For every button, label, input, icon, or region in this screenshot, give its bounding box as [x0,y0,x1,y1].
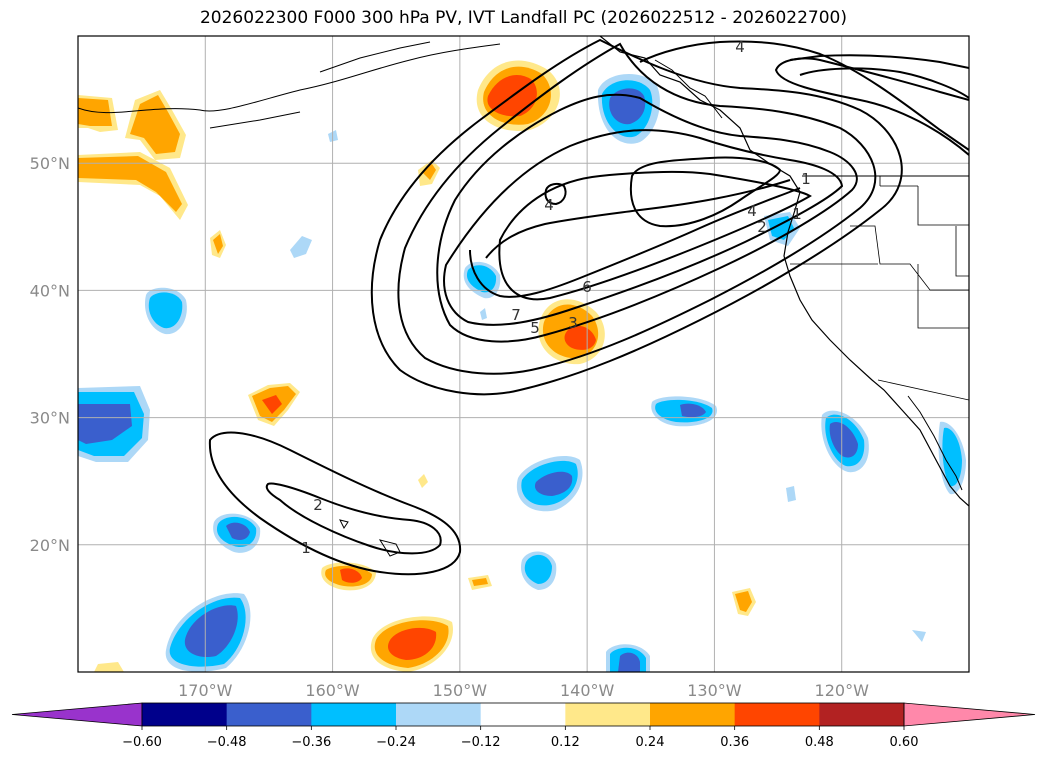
colorbar-segment [311,703,397,726]
lon-tick-label: 150°W [433,681,488,700]
contour-line-7 [485,179,791,259]
lat-tick-label: 20°N [30,536,70,555]
lat-tick-label: 50°N [30,154,70,173]
contour-line-5 [498,170,812,301]
contour-label: 6 [582,278,592,296]
lon-tick-label: 130°W [687,681,742,700]
colorbar-tick-label: −0.36 [291,735,331,750]
colorbar-tick-label: −0.24 [376,735,416,750]
contour-line-outer-north [774,57,969,156]
contour-label: 4 [747,202,757,220]
contour-labels: 4 4 4 1 2 6 75 3 2 1 1 [301,38,811,557]
lon-tick-label: 140°W [560,681,615,700]
map-title: 2026022300 F000 300 hPa PV, IVT Landfall… [199,8,847,28]
colorbar-tick-label: −0.48 [207,735,247,750]
contour-line-4-north [639,40,969,151]
lon-tick-label: 160°W [305,681,360,700]
colorbar-segment [142,703,228,726]
pv-blobs-subtropics [78,130,966,672]
contour-line-6 [469,187,801,298]
contour-line-2-south [265,482,442,555]
contour-label: 2 [757,218,767,236]
contour-label: 1 [301,539,311,557]
colorbar-tick-label: −0.12 [461,735,501,750]
contour-line-closed-center [629,156,782,228]
pv-positive-blob-dateline [78,90,188,220]
colorbar-tick-label: 0.60 [890,735,919,750]
contour-label: 5 [530,319,540,337]
contour-line-1-south [208,431,462,576]
contour-line-3 [436,93,858,343]
colorbar-tick-label: 0.48 [805,735,834,750]
map-frame [77,35,970,673]
contour-label: 4 [735,38,745,56]
contour-label: 2 [313,496,323,514]
contour-label: 4 [544,196,554,214]
colorbar-tick-label: 0.12 [551,735,580,750]
colorbar-extend-low [11,702,143,727]
contour-line-1-outer [370,38,903,396]
lat-tick-label: 40°N [30,281,70,300]
coastlines [78,36,969,557]
contour-label: 3 [568,314,578,332]
colorbar-tick-label: 0.24 [636,735,665,750]
contour-line-2 [397,42,877,375]
colorbar-segment [396,703,482,726]
contour-label: 1 [792,205,802,223]
contour-line-closed-small [544,182,567,206]
pv-small-blobs-west [144,160,501,335]
colorbar-segment [650,703,736,726]
lon-tick-label: 170°W [178,681,233,700]
colorbar-frame [141,702,905,727]
colorbar-segment [734,703,820,726]
colorbar-extend-high [903,702,1036,727]
lon-tick-label: 120°W [815,681,870,700]
pv-contours [208,38,969,576]
latitude-axis: 50°N 40°N 30°N 20°N [30,154,70,555]
colorbar-segment [819,703,905,726]
contour-line-4 [443,129,844,326]
colorbar: −0.60 −0.48 −0.36 −0.24 −0.12 0.12 0.24 0.36 0.4… [11,702,1036,750]
colorbar-segment [565,703,651,726]
contour-label: 7 [511,306,521,324]
lat-tick-label: 30°N [30,409,70,428]
contour-line-inner-north [799,67,969,99]
colorbar-segment [480,703,566,726]
colorbar-tick-label: 0.36 [720,735,749,750]
colorbar-segment [226,703,312,726]
contour-label: 1 [801,170,811,188]
longitude-axis: 170°W 160°W 150°W 140°W 130°W 120°W [178,681,869,700]
contour-line-edge-north [789,54,969,69]
colorbar-tick-label: −0.60 [122,735,162,750]
pv-negative-blob-alaska-gulf [597,73,660,144]
pv-positive-blob-center [538,299,605,365]
